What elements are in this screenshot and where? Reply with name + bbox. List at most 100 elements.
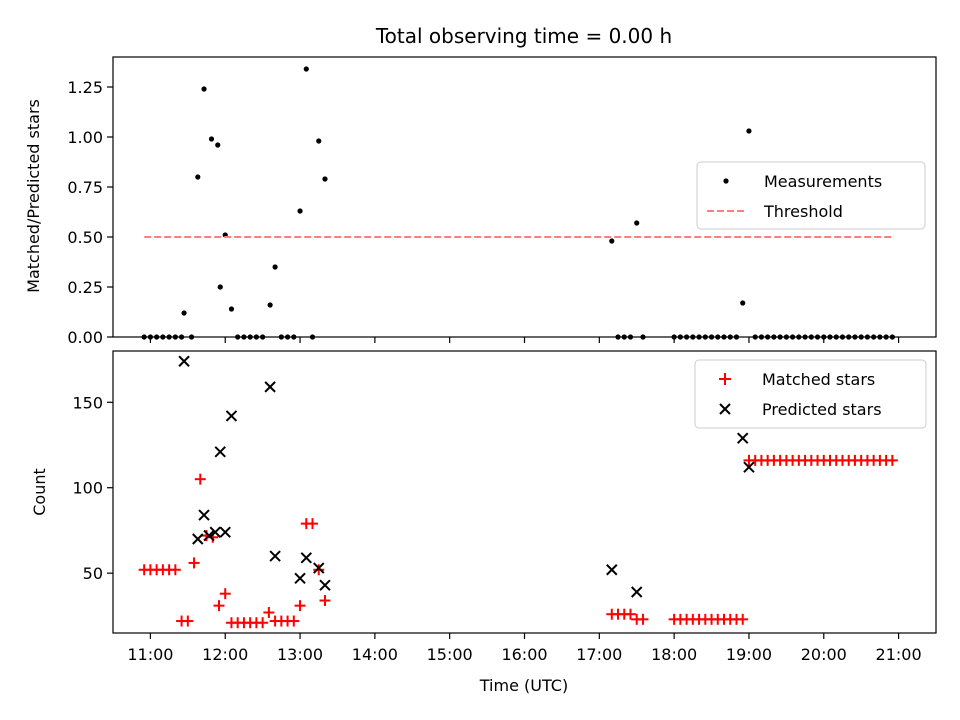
predicted-star-point-b (313, 562, 325, 574)
matched-star-point (213, 600, 225, 612)
measurement-point (272, 264, 278, 270)
predicted-star-point-b (203, 529, 215, 542)
matched-star-point (219, 588, 231, 600)
x-tick-label: 19:00 (726, 645, 772, 664)
legend-threshold-label: Threshold (763, 202, 843, 221)
measurement-point (195, 174, 201, 180)
top-axes: 0.00 0.25 0.50 0.75 1.00 1.25 (67, 56, 937, 347)
predicted-star-point-b (319, 579, 331, 591)
predicted-star-point-b (737, 432, 749, 444)
legend-predicted-stars-label: Predicted stars (762, 400, 882, 419)
predicted-star-point (209, 526, 221, 538)
predicted-star-point (203, 529, 215, 542)
predicted-star-point (631, 586, 643, 598)
legend-measurements-label: Measurements (764, 172, 882, 191)
bottom-y-tick-label: 100 (72, 479, 103, 498)
predicted-star-point (606, 564, 618, 576)
measurement-point (208, 136, 215, 142)
legend-matched-stars-label: Matched stars (762, 370, 875, 389)
bottom-y-tick-label: 50 (83, 564, 103, 583)
measurement-point (217, 284, 223, 290)
predicted-star-point (319, 579, 331, 591)
x-tick-label: 11:00 (127, 645, 173, 664)
predicted-star-point (225, 410, 238, 422)
predicted-star-point-b (631, 586, 643, 598)
matched-star-point (182, 615, 194, 627)
measurement-point (746, 128, 752, 134)
measurement-point (634, 220, 640, 226)
legend-measurements-marker (723, 178, 729, 184)
predicted-star-point (313, 562, 325, 574)
predicted-star-point-b (225, 410, 238, 422)
predicted-star-point (300, 552, 312, 564)
matched-star-point (886, 454, 898, 466)
predicted-star-point-b (743, 461, 755, 473)
x-tick-label: 16:00 (501, 645, 547, 664)
matched-star-point (637, 613, 649, 625)
measurement-point (609, 238, 615, 244)
matched-star-point (169, 564, 181, 576)
predicted-star-point-b (192, 533, 204, 545)
x-tick-label: 20:00 (801, 645, 847, 664)
predicted-star-point (294, 572, 306, 585)
measurement-point (297, 208, 303, 214)
measurement-point (181, 310, 187, 316)
top-y-tick-label: 0.00 (67, 328, 103, 347)
x-tick-label: 14:00 (352, 645, 398, 664)
legend-matched-stars-marker (719, 373, 731, 385)
x-axis-label: Time (UTC) (479, 676, 568, 695)
top-y-tick-label: 1.00 (67, 128, 103, 147)
bottom-y-axis-label: Count (30, 468, 49, 516)
predicted-star-point-b (300, 552, 312, 564)
predicted-star-point-b (219, 526, 231, 538)
predicted-star-point (743, 461, 755, 473)
bottom-series-matched-stars (138, 454, 898, 629)
matched-star-point (257, 617, 269, 629)
top-y-tick-label: 1.25 (67, 78, 103, 97)
bottom-legend-frame (694, 359, 927, 429)
predicted-star-point (214, 446, 226, 458)
measurement-point (740, 300, 746, 306)
matched-star-point (319, 595, 331, 607)
top-legend: Measurements Threshold (696, 161, 926, 230)
predicted-star-point (219, 526, 231, 538)
matched-star-point (288, 615, 300, 627)
predicted-star-point-b (606, 564, 618, 576)
matched-star-point (737, 613, 749, 625)
matched-star-point (624, 608, 636, 620)
predicted-star-point (178, 355, 190, 367)
measurement-point (267, 302, 273, 308)
measurement-point (316, 138, 322, 144)
x-tick-label: 17:00 (576, 645, 622, 664)
measurement-point (322, 176, 328, 182)
top-y-tick-label: 0.50 (67, 228, 103, 247)
matched-star-point (307, 518, 319, 530)
predicted-star-point-b (264, 381, 276, 393)
measurement-point (228, 306, 235, 312)
bottom-axes: 50 100 150 11:00 12:00 13:00 14:00 15:00 16:00 17… (72, 350, 937, 664)
bottom-legend: Matched stars Predicted stars (694, 359, 927, 429)
x-tick-label: 21:00 (876, 645, 922, 664)
measurement-point (201, 86, 207, 92)
predicted-star-point (269, 550, 281, 562)
predicted-star-point (264, 381, 276, 393)
predicted-star-point (192, 533, 204, 545)
bottom-y-tick-label: 150 (72, 393, 103, 412)
top-y-axis-label: Matched/Predicted stars (24, 99, 43, 293)
x-tick-label: 13:00 (277, 645, 323, 664)
top-chart-title: Total observing time = 0.00 h (375, 24, 672, 48)
predicted-star-point (198, 509, 210, 521)
bottom-series-predicted-stars (178, 355, 755, 598)
predicted-star-point-b (209, 526, 221, 538)
x-tick-label: 12:00 (202, 645, 248, 664)
predicted-star-point-b (198, 509, 210, 521)
matched-star-point (313, 564, 325, 576)
x-tick-label: 15:00 (427, 645, 473, 664)
top-y-tick-label: 0.25 (67, 278, 103, 297)
predicted-star-point (737, 432, 749, 444)
matched-star-point (263, 606, 275, 618)
measurement-point (303, 66, 309, 72)
matched-star-point (194, 473, 206, 485)
predicted-star-point-b (214, 446, 226, 458)
